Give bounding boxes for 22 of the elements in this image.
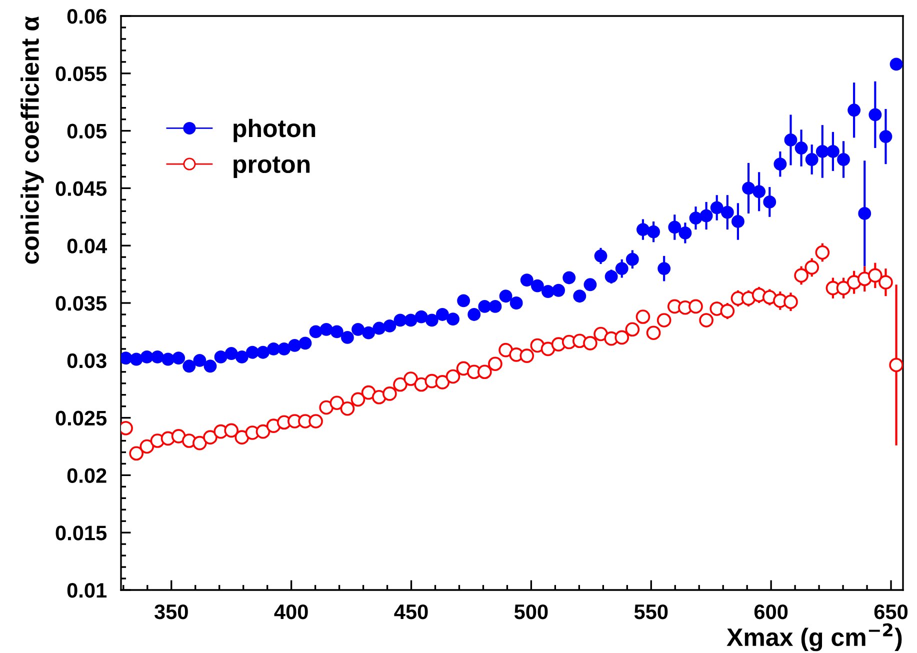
x-tick-label: 500 (514, 604, 548, 620)
y-tick-label: 0.015 (56, 526, 107, 540)
y-tick-label: 0.05 (67, 124, 107, 139)
x-tick-label: 350 (154, 604, 188, 620)
legend-label: proton (234, 156, 310, 178)
x-axis-title: Xmax (g cm$^{−2}$) (726, 623, 902, 652)
y-tick-label: 0.01 (67, 583, 107, 598)
y-axis-title: conicity coefficient α (20, 16, 44, 264)
y-tick-label: 0.02 (67, 468, 106, 483)
x-tick-label: 650 (874, 604, 908, 620)
y-tick-label: 0.045 (56, 181, 107, 196)
y-tick-label: 0.055 (56, 66, 107, 82)
y-tick-label: 0.06 (67, 9, 106, 24)
legend-label: photon (234, 118, 316, 142)
x-tick-label: 400 (274, 604, 308, 620)
y-tick-label: 0.03 (67, 353, 106, 368)
y-tick-label: 0.04 (67, 238, 108, 254)
y-tick-label: 0.035 (56, 296, 107, 311)
y-tick-label: 0.025 (56, 410, 107, 426)
x-tick-label: 550 (634, 604, 668, 620)
x-tick-label: 450 (394, 604, 428, 620)
x-tick-label: 600 (754, 604, 788, 620)
